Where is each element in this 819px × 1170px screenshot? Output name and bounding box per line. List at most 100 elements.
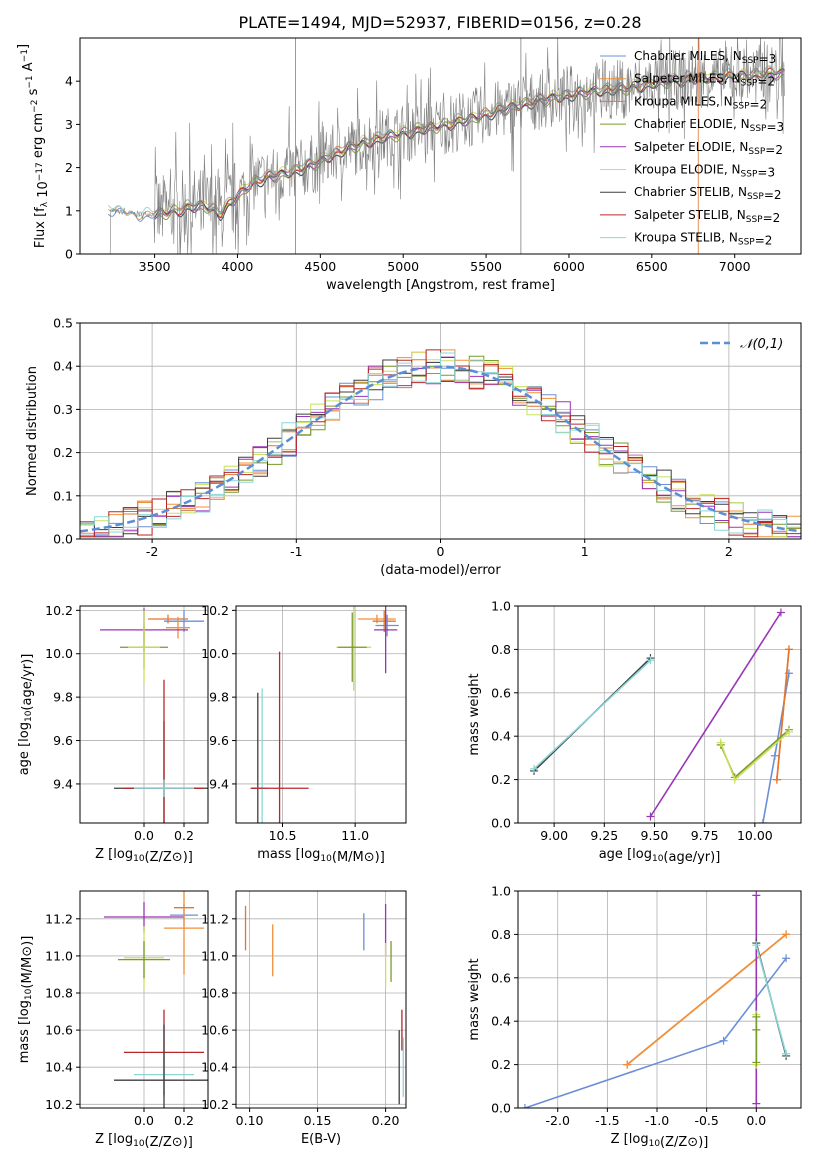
x-tick-label: 0.2 [174,828,194,843]
y-tick-label: 0.8 [491,927,511,942]
mass-weight-marker [752,941,761,950]
label-fragment: Chabrier STELIB, N [634,185,747,199]
legend-label: Chabrier MILES, NSSP=3 [634,49,776,66]
x-axis-label: E(B-V) [301,1132,341,1147]
y-tick-label: 4 [65,74,73,89]
x-tick-label: 5000 [387,259,419,274]
legend-label: 𝒩(0,1) [740,337,783,352]
mass-weight-marker [772,775,781,784]
label-fragment: erg [31,133,46,163]
plot-area [520,891,791,1108]
y-tick-label: 10.8 [201,986,229,1001]
x-tick-label: 0 [437,544,445,559]
x-tick-label: -2 [146,544,158,559]
label-fragment: log [113,1132,133,1147]
label-fragment: SSP [738,238,755,248]
x-tick-label: 9.25 [590,828,618,843]
panel-age-vs-mass: 10.5 11.0 9.4 9.6 9.8 10.0 10.2 mass [log10(M/M… [201,603,407,865]
label-fragment: 10 [24,710,34,722]
legend-label: Salpeter ELODIE, NSSP=2 [634,140,783,157]
x-tick-label: -0.5 [694,1113,718,1128]
panel-mass-vs-EBV: 0.10 0.15 0.20 10.2 10.4 10.6 10.8 11.0 11.2 E(B-… [201,890,407,1147]
label-fragment: log [632,847,652,862]
y-tick-label: 9.8 [53,690,73,705]
x-tick-label: 0.0 [134,828,154,843]
y-tick-label: 3 [65,117,73,132]
y-tick-label: 10.6 [45,1023,73,1038]
label-fragment: f [33,207,48,212]
mass-weight-line [524,957,787,1108]
mass-weight-marker [758,819,767,823]
y-tick-label: 10.2 [45,603,73,618]
label-fragment: =3 [759,52,777,66]
mass-weight-marker [716,738,725,747]
mass-weight-marker [752,1058,761,1067]
x-tick-label: 0.15 [304,1113,332,1128]
x-axis-label: Z [log10(Z/Z⊙)] [95,847,193,865]
label-fragment: Kroupa ELODIE, N [634,163,741,177]
x-tick-label: 0.10 [236,1113,264,1128]
plot-frame [79,605,209,824]
label-fragment: log [17,722,32,742]
label-fragment: SSP [748,147,765,157]
label-fragment: s [26,88,41,95]
legend-label: Kroupa MILES, NSSP=2 [634,94,767,111]
x-axis-label: (data-model)/error [380,563,501,578]
label-fragment: Salpeter STELIB, N [634,208,746,222]
x-tick-label: 7000 [719,259,751,274]
label-fragment: Salpeter ELODIE, N [634,140,748,154]
label-fragment: −2 [30,100,40,113]
mass-weight-marker [770,751,779,760]
mass-weight-line [533,659,652,770]
plot-area [244,903,404,1105]
y-tick-label: 9.8 [209,690,229,705]
label-fragment: Z [ [95,1132,113,1147]
plot-frame [79,890,209,1109]
y-axis-label: Flux [fλ 10−17 erg cm−2 s−1 A−1] [16,44,51,248]
x-tick-label: -2.0 [546,1113,570,1128]
x-tick-label: 10.5 [269,828,297,843]
label-fragment: (age/yr)] [663,850,720,865]
label-fragment: SSP [733,101,750,111]
y-tick-label: 0.5 [53,316,73,331]
y-tick-label: 0.1 [53,488,73,503]
y-tick-label: 0.4 [53,359,73,374]
x-tick-label: 4000 [222,259,254,274]
y-axis-label: mass [log10(M/M⊙)] [17,936,35,1064]
label-fragment: 10 [133,1139,145,1149]
mass-weight-marker [646,812,655,821]
x-tick-label: 0.2 [174,1113,194,1128]
plot-area [530,608,793,823]
label-fragment: (M/M⊙)] [20,936,35,989]
x-tick-label: 11.0 [341,828,369,843]
label-fragment: mass weight [467,958,482,1040]
residual-histogram-step [80,359,801,538]
y-tick-label: 0.2 [491,772,511,787]
y-axis-label: age [log10(age/yr)] [17,654,35,776]
plot-frame [517,605,802,824]
label-fragment: SSP [750,124,767,134]
label-fragment: Flux [ [33,212,48,248]
legend-label: Chabrier STELIB, NSSP=2 [634,185,782,202]
y-tick-label: 0.6 [491,970,511,985]
y-tick-label: 0.3 [53,402,73,417]
x-tick-label: 3500 [139,259,171,274]
label-fragment: mass weight [467,673,482,755]
label-fragment: =2 [764,188,782,202]
label-fragment: (Z/Z⊙)] [660,1135,708,1150]
x-tick-label: 9.75 [691,828,719,843]
y-tick-label: 10.4 [201,1060,229,1075]
panel-age-vs-Z: 0.0 0.29.49.69.810.010.2Z [log10(Z/Z⊙)]ag… [17,603,209,865]
plot-frame [79,322,802,540]
y-tick-label: 0.2 [53,445,73,460]
panel-mass-vs-Z: 0.0 0.210.210.410.610.811.011.2Z [log10(Z… [17,890,209,1150]
y-axis-label: mass weight [467,673,482,755]
y-tick-label: 1.0 [491,599,511,614]
label-fragment: Chabrier ELODIE, N [634,117,750,131]
label-fragment: age [ [599,847,632,862]
label-fragment: −1 [25,75,35,88]
plot-frame [235,890,407,1109]
x-axis-label: wavelength [Angstrom, rest frame] [326,278,555,293]
chart-panels: 3500 4000 4500 5000 5500 6000 6500 7000 0 1 2 3 4 wav… [16,37,802,1150]
